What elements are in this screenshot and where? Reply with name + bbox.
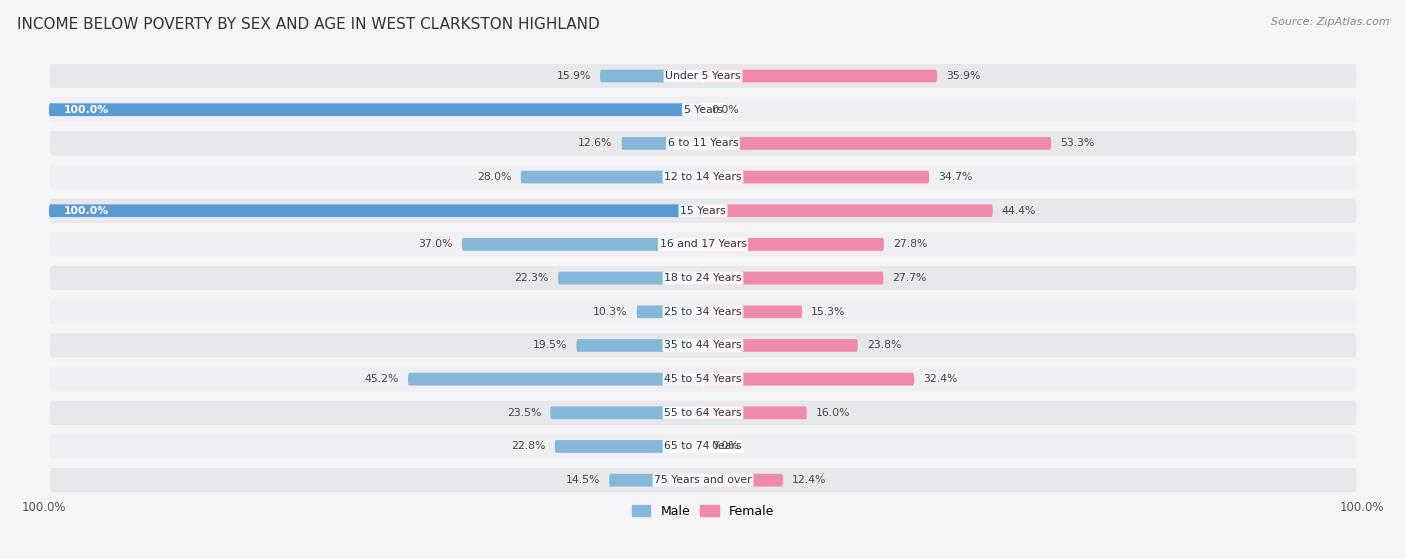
Text: 55 to 64 Years: 55 to 64 Years [664,408,742,418]
Text: 100.0%: 100.0% [1340,501,1385,514]
FancyBboxPatch shape [703,339,858,352]
FancyBboxPatch shape [49,103,703,116]
Text: 15.3%: 15.3% [811,307,845,317]
FancyBboxPatch shape [703,406,807,419]
Text: 45.2%: 45.2% [364,374,399,384]
Text: 32.4%: 32.4% [924,374,957,384]
FancyBboxPatch shape [49,434,1357,458]
Text: 53.3%: 53.3% [1060,139,1094,148]
Text: 35.9%: 35.9% [946,71,980,81]
FancyBboxPatch shape [703,272,883,285]
FancyBboxPatch shape [49,165,1357,189]
FancyBboxPatch shape [600,70,703,82]
FancyBboxPatch shape [550,406,703,419]
Text: 22.8%: 22.8% [512,442,546,452]
FancyBboxPatch shape [49,233,1357,257]
FancyBboxPatch shape [408,373,703,386]
FancyBboxPatch shape [49,401,1357,425]
Text: 5 Years: 5 Years [683,105,723,115]
FancyBboxPatch shape [49,300,1357,324]
FancyBboxPatch shape [49,367,1357,391]
FancyBboxPatch shape [621,137,703,150]
FancyBboxPatch shape [703,305,801,318]
FancyBboxPatch shape [637,305,703,318]
Text: 25 to 34 Years: 25 to 34 Years [664,307,742,317]
FancyBboxPatch shape [49,266,1357,290]
FancyBboxPatch shape [703,474,783,486]
FancyBboxPatch shape [49,333,1357,358]
Text: 12 to 14 Years: 12 to 14 Years [664,172,742,182]
FancyBboxPatch shape [703,373,914,386]
Text: 27.8%: 27.8% [893,239,928,249]
Text: 12.4%: 12.4% [792,475,827,485]
Text: 16 and 17 Years: 16 and 17 Years [659,239,747,249]
FancyBboxPatch shape [49,468,1357,492]
FancyBboxPatch shape [461,238,703,251]
FancyBboxPatch shape [520,170,703,183]
FancyBboxPatch shape [703,70,936,82]
FancyBboxPatch shape [703,238,884,251]
Text: 65 to 74 Years: 65 to 74 Years [664,442,742,452]
Text: Under 5 Years: Under 5 Years [665,71,741,81]
Text: 14.5%: 14.5% [565,475,600,485]
Text: 16.0%: 16.0% [815,408,851,418]
Text: 100.0%: 100.0% [65,105,110,115]
Text: 22.3%: 22.3% [515,273,548,283]
Text: Source: ZipAtlas.com: Source: ZipAtlas.com [1271,17,1389,27]
Text: 28.0%: 28.0% [477,172,512,182]
Text: 12.6%: 12.6% [578,139,613,148]
Text: 27.7%: 27.7% [893,273,927,283]
Text: 100.0%: 100.0% [21,501,66,514]
FancyBboxPatch shape [49,98,1357,122]
Text: 10.3%: 10.3% [593,307,627,317]
Text: INCOME BELOW POVERTY BY SEX AND AGE IN WEST CLARKSTON HIGHLAND: INCOME BELOW POVERTY BY SEX AND AGE IN W… [17,17,599,32]
Text: 0.0%: 0.0% [711,442,738,452]
Text: 18 to 24 Years: 18 to 24 Years [664,273,742,283]
Text: 75 Years and over: 75 Years and over [654,475,752,485]
FancyBboxPatch shape [703,205,993,217]
FancyBboxPatch shape [703,170,929,183]
FancyBboxPatch shape [555,440,703,453]
Legend: Male, Female: Male, Female [627,500,779,523]
Text: 15.9%: 15.9% [557,71,591,81]
FancyBboxPatch shape [49,64,1357,88]
Text: 23.5%: 23.5% [506,408,541,418]
FancyBboxPatch shape [49,198,1357,223]
Text: 37.0%: 37.0% [418,239,453,249]
FancyBboxPatch shape [49,131,1357,155]
Text: 35 to 44 Years: 35 to 44 Years [664,340,742,350]
FancyBboxPatch shape [576,339,703,352]
FancyBboxPatch shape [609,474,703,486]
Text: 15 Years: 15 Years [681,206,725,216]
Text: 23.8%: 23.8% [868,340,901,350]
Text: 0.0%: 0.0% [711,105,738,115]
Text: 45 to 54 Years: 45 to 54 Years [664,374,742,384]
Text: 100.0%: 100.0% [65,206,110,216]
Text: 34.7%: 34.7% [938,172,973,182]
FancyBboxPatch shape [49,205,703,217]
Text: 44.4%: 44.4% [1002,206,1036,216]
FancyBboxPatch shape [558,272,703,285]
FancyBboxPatch shape [703,137,1052,150]
Text: 6 to 11 Years: 6 to 11 Years [668,139,738,148]
Text: 19.5%: 19.5% [533,340,568,350]
